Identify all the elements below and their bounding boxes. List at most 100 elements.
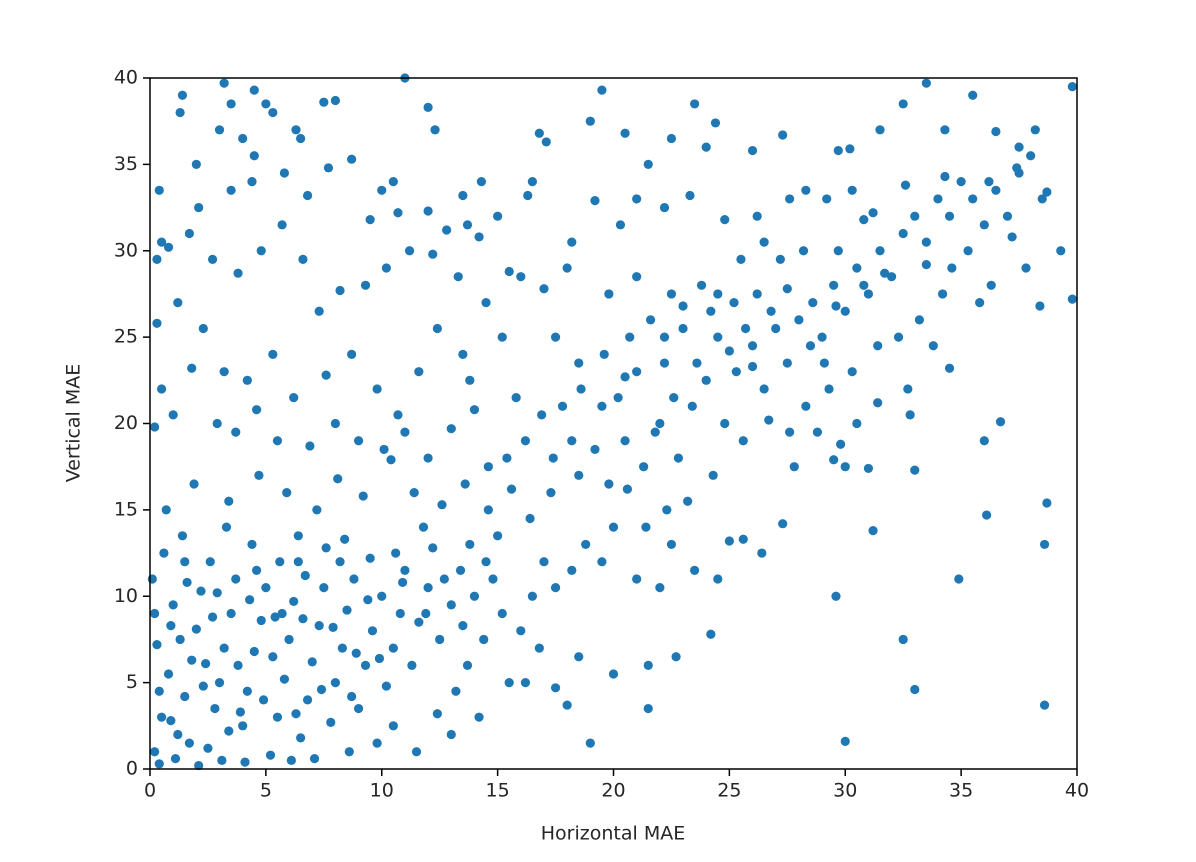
- x-tick-label: 30: [833, 780, 857, 802]
- point: [738, 534, 748, 544]
- point: [785, 427, 795, 437]
- point: [347, 349, 357, 359]
- point: [393, 410, 403, 420]
- point: [170, 754, 181, 764]
- point: [330, 678, 340, 688]
- point: [833, 145, 843, 156]
- point: [224, 496, 234, 506]
- point: [747, 361, 758, 372]
- point: [643, 703, 653, 714]
- point: [701, 375, 711, 385]
- point: [541, 137, 551, 147]
- point: [968, 90, 978, 100]
- point: [242, 375, 252, 385]
- y-tick-label: 0: [126, 758, 138, 780]
- point: [247, 539, 257, 550]
- point: [423, 102, 433, 112]
- point: [214, 125, 225, 135]
- point: [928, 341, 938, 351]
- point: [330, 95, 340, 106]
- point: [177, 90, 188, 100]
- point: [620, 436, 630, 446]
- point: [785, 194, 795, 204]
- point: [940, 171, 950, 182]
- point: [268, 652, 278, 662]
- point: [226, 185, 236, 195]
- point: [180, 691, 190, 702]
- point: [363, 595, 373, 605]
- point: [497, 332, 507, 342]
- x-tick-label: 40: [1065, 780, 1089, 802]
- point: [430, 125, 440, 135]
- point: [659, 332, 670, 342]
- point: [859, 280, 869, 290]
- point: [836, 439, 846, 449]
- point: [608, 669, 619, 679]
- point: [207, 254, 218, 264]
- point: [446, 729, 456, 740]
- point: [954, 574, 964, 584]
- point: [1014, 142, 1024, 152]
- point: [388, 177, 398, 187]
- point: [898, 228, 908, 239]
- point: [194, 760, 204, 771]
- point: [537, 410, 547, 420]
- point: [597, 557, 607, 567]
- point: [293, 531, 303, 541]
- point: [585, 738, 595, 748]
- point: [238, 133, 248, 144]
- point: [764, 415, 774, 425]
- point: [604, 289, 614, 299]
- point: [428, 543, 438, 553]
- point: [671, 652, 681, 662]
- point: [226, 608, 236, 619]
- point: [455, 565, 466, 575]
- point: [284, 634, 294, 645]
- point: [483, 462, 493, 472]
- point: [497, 608, 507, 619]
- point: [198, 323, 208, 334]
- point: [296, 733, 306, 743]
- point: [613, 392, 623, 403]
- point: [713, 332, 723, 342]
- point: [282, 488, 292, 498]
- point: [504, 678, 514, 688]
- point: [845, 144, 855, 154]
- point: [194, 202, 204, 213]
- point: [321, 543, 331, 553]
- point: [852, 418, 862, 429]
- point: [493, 211, 503, 221]
- point: [771, 323, 781, 334]
- point: [585, 116, 595, 126]
- point: [289, 392, 299, 403]
- point: [805, 341, 816, 351]
- point: [1030, 125, 1040, 135]
- point: [400, 427, 410, 437]
- point: [666, 289, 677, 299]
- point: [307, 657, 317, 667]
- point: [481, 297, 491, 308]
- point: [391, 548, 401, 558]
- point: [152, 318, 162, 328]
- point: [829, 280, 839, 290]
- point: [238, 721, 248, 731]
- point: [1007, 232, 1017, 242]
- x-tick-label: 20: [601, 780, 625, 802]
- point: [474, 232, 484, 242]
- point: [166, 716, 176, 726]
- point: [539, 557, 549, 567]
- point: [314, 621, 324, 631]
- point: [340, 534, 350, 544]
- point: [156, 237, 167, 247]
- point: [442, 225, 452, 235]
- point: [249, 646, 259, 657]
- point: [365, 553, 375, 563]
- point: [829, 455, 839, 465]
- point: [690, 565, 700, 575]
- point: [254, 470, 264, 480]
- point: [847, 367, 857, 377]
- point: [863, 289, 874, 299]
- point: [272, 436, 283, 446]
- point: [205, 557, 215, 567]
- y-tick-label: 20: [114, 412, 138, 434]
